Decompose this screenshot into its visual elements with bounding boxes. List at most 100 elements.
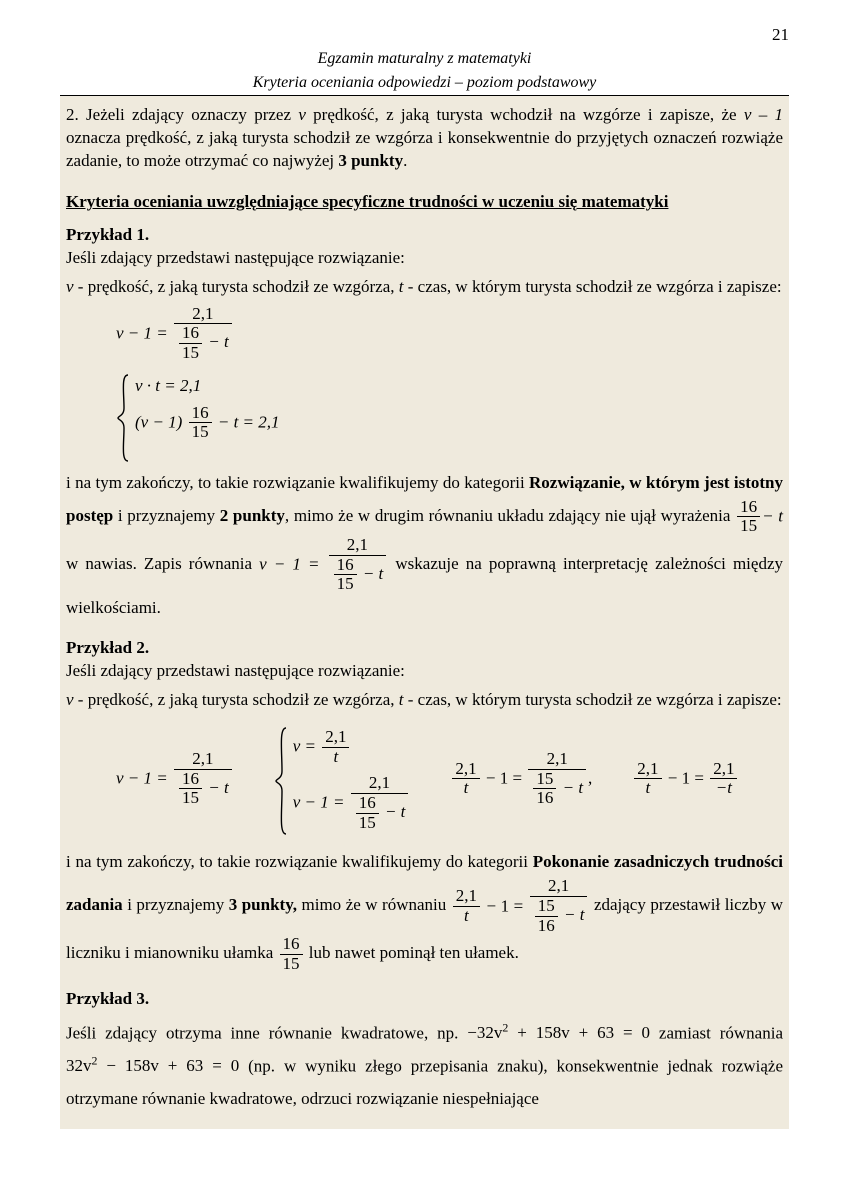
text: mimo że w równaniu [297, 895, 451, 914]
page-number: 21 [772, 24, 789, 47]
var-v-minus-1: v – 1 [744, 105, 783, 124]
sys-line-2: (v − 1) 16 15 − t = 2,1 [135, 404, 280, 442]
eq-text: −32v [467, 1023, 502, 1042]
equation-system-1: v · t = 2,1 (v − 1) 16 15 − t = 2,1 [116, 369, 783, 463]
math-text: v − 1 = [293, 793, 345, 812]
denominator: 16 15 − t [174, 324, 232, 362]
example-2-intro: Jeśli zdający przedstawi następujące roz… [66, 660, 783, 683]
example-2-definitions: v - prędkość, z jaką turysta schodził ze… [66, 689, 783, 712]
minus-t: − t [762, 506, 783, 525]
comma: , [588, 768, 592, 787]
den: 15 [280, 955, 303, 974]
den: 15 [737, 517, 760, 536]
text: i przyznajemy [123, 895, 229, 914]
sys-line-1: v · t = 2,1 [135, 375, 280, 398]
num: 16 [280, 935, 303, 955]
num: 16 [179, 770, 202, 790]
text: 2. Jeżeli zdający oznaczy przez [66, 105, 298, 124]
math-text: v − 1 = [259, 555, 319, 574]
text: (v − 1) [135, 412, 182, 431]
text: i na tym zakończy, to takie rozwiązanie … [66, 852, 533, 871]
den: 16 [535, 917, 558, 936]
example-3-body: Jeśli zdający otrzyma inne równanie kwad… [66, 1017, 783, 1115]
denominator: 15 16 − t [530, 897, 588, 935]
num: 16 [179, 324, 202, 344]
example-1-definitions: v - prędkość, z jaką turysta schodził ze… [66, 276, 783, 299]
text: − 1 = [482, 768, 527, 787]
num: 2,1 [710, 760, 737, 780]
denominator: 16 15 − t [174, 770, 232, 808]
num: 2,1 [453, 887, 480, 907]
points-2: 2 punkty [220, 506, 285, 525]
example-1-conclusion: i na tym zakończy, to takie rozwiązanie … [66, 469, 783, 623]
text: w nawias. Zapis równania [66, 554, 259, 573]
content-block: 2. Jeżeli zdający oznaczy przez v prędko… [60, 95, 789, 1129]
text: v = [293, 737, 316, 756]
denominator: 15 16 − t [528, 770, 586, 808]
den: t [453, 907, 480, 926]
text: − 1 = [482, 897, 528, 916]
numerator: 2,1 [530, 877, 588, 897]
text: - prędkość, z jaką turysta schodził ze w… [74, 277, 399, 296]
eq-col-2-system: v = 2,1 t v − 1 = 2,1 16 [274, 726, 411, 836]
minus-t: − t [385, 802, 405, 821]
minus-t: − t [564, 905, 584, 924]
note-2-paragraph: 2. Jeżeli zdający oznaczy przez v prędko… [66, 104, 783, 173]
var-v: v [298, 105, 306, 124]
den: 15 [356, 814, 379, 833]
text: . [403, 151, 407, 170]
example-1-intro: Jeśli zdający przedstawi następujące roz… [66, 247, 783, 270]
num: 16 [334, 556, 357, 576]
header-title-2: Kryteria oceniania odpowiedzi – poziom p… [60, 72, 789, 94]
eq-col-1: v − 1 = 2,1 16 15 − t [116, 750, 234, 808]
header-title-1: Egzamin maturalny z matematyki [60, 48, 789, 70]
math-text: v − 1 = [116, 323, 168, 342]
eq-text: 32v [66, 1056, 92, 1075]
sys2-line-2: v − 1 = 2,1 16 15 − t [293, 774, 411, 832]
numerator: 2,1 [329, 536, 387, 556]
num: 16 [737, 498, 760, 518]
eq-col-4: 2,1 t − 1 = 2,1 −t [632, 760, 739, 798]
den: 15 [189, 423, 212, 442]
num: 16 [356, 794, 379, 814]
eq-text: + 158v + 63 = 0 [508, 1023, 650, 1042]
text: i na tym zakończy, to takie rozwiązanie … [66, 473, 529, 492]
den: 16 [533, 789, 556, 808]
num: 2,1 [634, 760, 661, 780]
text: - czas, w którym turysta schodził ze wzg… [404, 277, 782, 296]
minus-t: − t [363, 564, 383, 583]
math-text: v − 1 = [116, 768, 168, 787]
numerator: 2,1 [174, 750, 232, 770]
num: 16 [189, 404, 212, 424]
num: 2,1 [322, 728, 349, 748]
example-2-conclusion: i na tym zakończy, to takie rozwiązanie … [66, 846, 783, 974]
den: 15 [179, 344, 202, 363]
text: , mimo że w drugim równaniu układu zdają… [285, 506, 735, 525]
example-2-equations-row: v − 1 = 2,1 16 15 − t [116, 722, 783, 836]
text: Jeśli zdający otrzyma inne równanie kwad… [66, 1023, 467, 1042]
numerator: 2,1 [174, 305, 232, 325]
text: prędkość, z jaką turysta wchodził na wzg… [306, 105, 744, 124]
eq-col-3: 2,1 t − 1 = 2,1 15 16 − t , [450, 750, 592, 808]
example-1-heading: Przykład 1. [66, 224, 783, 247]
text: zamiast równania [650, 1023, 783, 1042]
example-2-heading: Przykład 2. [66, 637, 783, 660]
den: 15 [179, 789, 202, 808]
text: − 1 = [664, 768, 709, 787]
equation-1: v − 1 = 2,1 16 15 − t [116, 305, 783, 363]
sys2-line-1: v = 2,1 t [293, 728, 411, 766]
criteria-heading: Kryteria oceniania uwzględniające specyf… [66, 191, 783, 214]
num: 15 [533, 770, 556, 790]
minus-t: − t [208, 333, 228, 352]
var-v: v [66, 690, 74, 709]
document-page: 21 Egzamin maturalny z matematyki Kryter… [0, 0, 849, 1200]
denominator: 16 15 − t [351, 794, 409, 832]
points-3: 3 punkty [338, 151, 403, 170]
example-3-heading: Przykład 3. [66, 988, 783, 1011]
den: t [322, 748, 349, 767]
text: lub nawet pominął ten ułamek. [309, 943, 519, 962]
minus-t: − t [208, 778, 228, 797]
text: oznacza prędkość, z jaką turysta schodzi… [66, 128, 783, 170]
den: t [634, 779, 661, 798]
eq-text: − 158v + 63 = 0 [97, 1056, 239, 1075]
